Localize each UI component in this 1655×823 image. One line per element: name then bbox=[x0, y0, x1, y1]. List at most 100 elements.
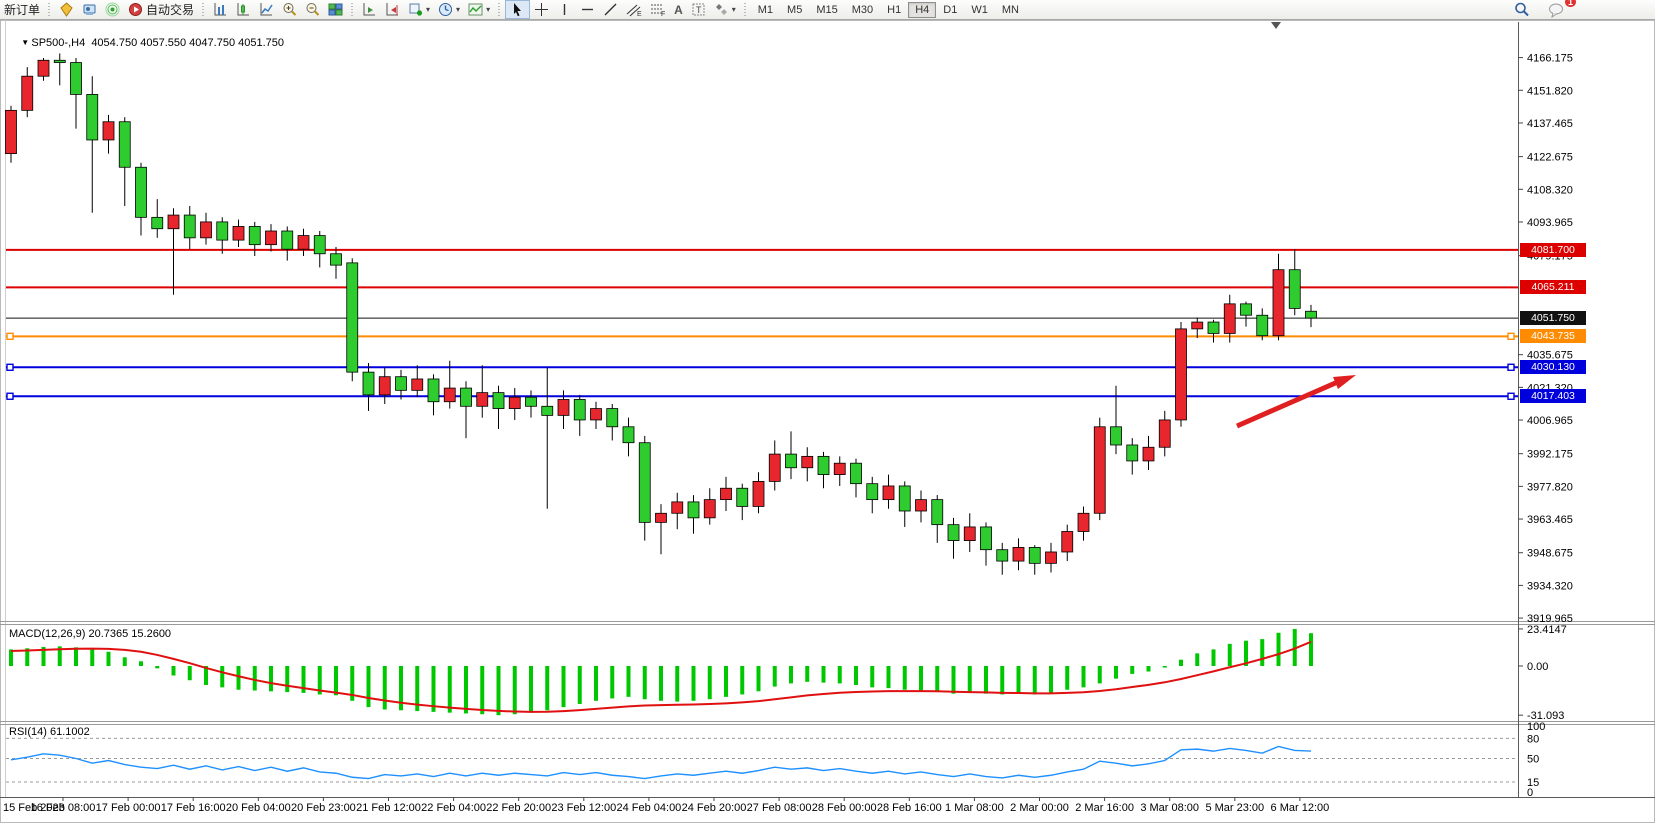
price-axis-label: 4035.675 bbox=[1527, 350, 1573, 362]
crosshair-tool-button[interactable] bbox=[530, 1, 553, 18]
tile-windows-button[interactable] bbox=[324, 1, 347, 18]
candle-body-down bbox=[460, 387, 472, 407]
candle-body-up bbox=[443, 387, 456, 403]
trend-arrow[interactable] bbox=[1235, 378, 1342, 429]
candle-chart-mode-button[interactable] bbox=[232, 1, 255, 18]
price-axis-label: 4137.465 bbox=[1527, 118, 1573, 130]
gem-icon bbox=[59, 2, 74, 17]
candle-body-down bbox=[785, 453, 797, 469]
line-chart-mode-button[interactable] bbox=[255, 1, 278, 18]
auto-scroll-button[interactable] bbox=[358, 1, 381, 18]
macd-histogram-bar bbox=[382, 666, 387, 710]
zoom-out-button[interactable] bbox=[301, 1, 324, 18]
time-axis-label: 20 Feb 23:00 bbox=[291, 802, 356, 814]
candle-body-down bbox=[362, 371, 375, 396]
toolbar-grip bbox=[741, 2, 749, 17]
tf-button-M15[interactable]: M15 bbox=[816, 3, 838, 16]
hline-handle[interactable] bbox=[1507, 392, 1515, 400]
zoom-in-button[interactable] bbox=[278, 1, 301, 18]
tf-button-D1[interactable]: D1 bbox=[943, 3, 958, 16]
trendline-tool-button[interactable] bbox=[599, 1, 622, 18]
hline-handle[interactable] bbox=[6, 363, 14, 371]
macd-histogram-bar bbox=[74, 647, 78, 666]
tf-button-M5[interactable]: M5 bbox=[787, 3, 803, 16]
trend-arrow-head[interactable] bbox=[1333, 375, 1356, 389]
chart-shift-button[interactable] bbox=[381, 1, 404, 18]
tf-button-M30[interactable]: M30 bbox=[851, 3, 874, 16]
macd-histogram-bar bbox=[9, 649, 13, 666]
symbol-label: SP500-,H4 bbox=[31, 37, 86, 49]
hline-handle[interactable] bbox=[1507, 332, 1515, 341]
price-axis-label: 3934.320 bbox=[1527, 580, 1573, 592]
candle-body-down bbox=[330, 253, 342, 266]
crosshair-icon bbox=[534, 2, 549, 17]
candle-body-down bbox=[427, 378, 440, 403]
candle-body-up bbox=[1142, 446, 1155, 462]
text-tool-button[interactable]: A bbox=[670, 1, 687, 18]
mql5-button[interactable] bbox=[55, 1, 78, 18]
candle-body-up bbox=[265, 230, 277, 246]
macd-histogram-bar bbox=[1114, 666, 1118, 679]
candle-body-up bbox=[476, 392, 489, 407]
chat-icon bbox=[1548, 2, 1565, 18]
price-axis-label: 4122.675 bbox=[1527, 152, 1573, 164]
macd-histogram-bar bbox=[675, 666, 680, 702]
chart-canvas[interactable]: 4166.175 4151.820 4137.465 4122.675 4108.320… bbox=[0, 20, 1655, 823]
macd-histogram-bar bbox=[561, 666, 566, 708]
bar-chart-mode-button[interactable] bbox=[209, 1, 232, 18]
tf-button-M1[interactable]: M1 bbox=[757, 3, 774, 16]
macd-histogram-bar bbox=[1097, 666, 1102, 684]
indicators-button[interactable]: ▾ bbox=[464, 1, 494, 18]
macd-histogram-bar bbox=[399, 666, 403, 711]
vertical-line-tool-button[interactable] bbox=[553, 1, 576, 18]
candle-body-down bbox=[248, 226, 261, 246]
macd-histogram-bar bbox=[886, 666, 891, 689]
tf-button-H1[interactable]: H1 bbox=[887, 3, 902, 16]
algo-trading-button[interactable]: 自动交易 bbox=[124, 1, 198, 18]
text-label-tool-button[interactable]: T bbox=[687, 1, 710, 18]
period-button[interactable]: ▾ bbox=[434, 1, 464, 18]
ohlc-readout: 4054.750 4057.550 4047.750 4051.750 bbox=[91, 37, 285, 49]
candle-body-down bbox=[118, 121, 131, 168]
macd-histogram-bar bbox=[25, 648, 30, 666]
chat-button[interactable]: 1 bbox=[1544, 0, 1576, 18]
signals-button[interactable] bbox=[101, 1, 124, 18]
rsi-axis-label: 80 bbox=[1527, 733, 1539, 745]
candle-body-down bbox=[1207, 321, 1220, 334]
hline-handle[interactable] bbox=[1507, 363, 1515, 371]
hline-handle[interactable] bbox=[6, 332, 14, 341]
symbol-dropdown-icon[interactable]: ▼ bbox=[21, 38, 32, 47]
macd-histogram-bar bbox=[1309, 633, 1313, 666]
time-axis-label: 2 Mar 00:00 bbox=[1010, 802, 1069, 814]
macd-histogram-bar bbox=[902, 666, 907, 690]
horizontal-line-tool-button[interactable] bbox=[576, 1, 599, 18]
price-line-badge: 4065.211 bbox=[1520, 280, 1586, 295]
macd-histogram-bar bbox=[529, 666, 533, 713]
candle-body-down bbox=[687, 501, 700, 519]
virtual-hosting-button[interactable] bbox=[78, 1, 101, 18]
cursor-tool-button[interactable] bbox=[505, 0, 531, 19]
time-axis-label: 2 Mar 16:00 bbox=[1075, 802, 1134, 814]
fibonacci-tool-button[interactable]: F bbox=[646, 1, 670, 18]
price-axis-label: 4166.175 bbox=[1527, 53, 1573, 65]
tf-button-H4[interactable]: H4 bbox=[908, 1, 937, 18]
new-order-button[interactable]: 新订单 bbox=[0, 1, 44, 18]
price-line-badge: 4017.403 bbox=[1520, 389, 1586, 404]
chart-window-border bbox=[0, 20, 1655, 823]
candle-body-up bbox=[378, 376, 391, 396]
new-chart-button[interactable]: ▾ bbox=[404, 1, 434, 18]
equidistant-channel-tool-button[interactable]: E bbox=[622, 1, 646, 18]
search-symbols-button[interactable] bbox=[1510, 1, 1534, 18]
chart-shift-marker[interactable] bbox=[1271, 22, 1281, 29]
tf-button-MN[interactable]: MN bbox=[1001, 3, 1019, 16]
hline-handle[interactable] bbox=[6, 392, 14, 400]
objects-tool-button[interactable]: ▾ bbox=[710, 1, 740, 18]
candle-body-down bbox=[1126, 444, 1139, 462]
macd-histogram-bar bbox=[252, 666, 257, 691]
toolbar-grip bbox=[496, 2, 504, 17]
candle-body-down bbox=[541, 405, 554, 416]
macd-histogram-bar bbox=[334, 666, 338, 696]
rsi-axis-label: 0 bbox=[1527, 787, 1533, 799]
tf-button-W1[interactable]: W1 bbox=[971, 3, 988, 16]
macd-histogram-bar bbox=[691, 666, 696, 701]
